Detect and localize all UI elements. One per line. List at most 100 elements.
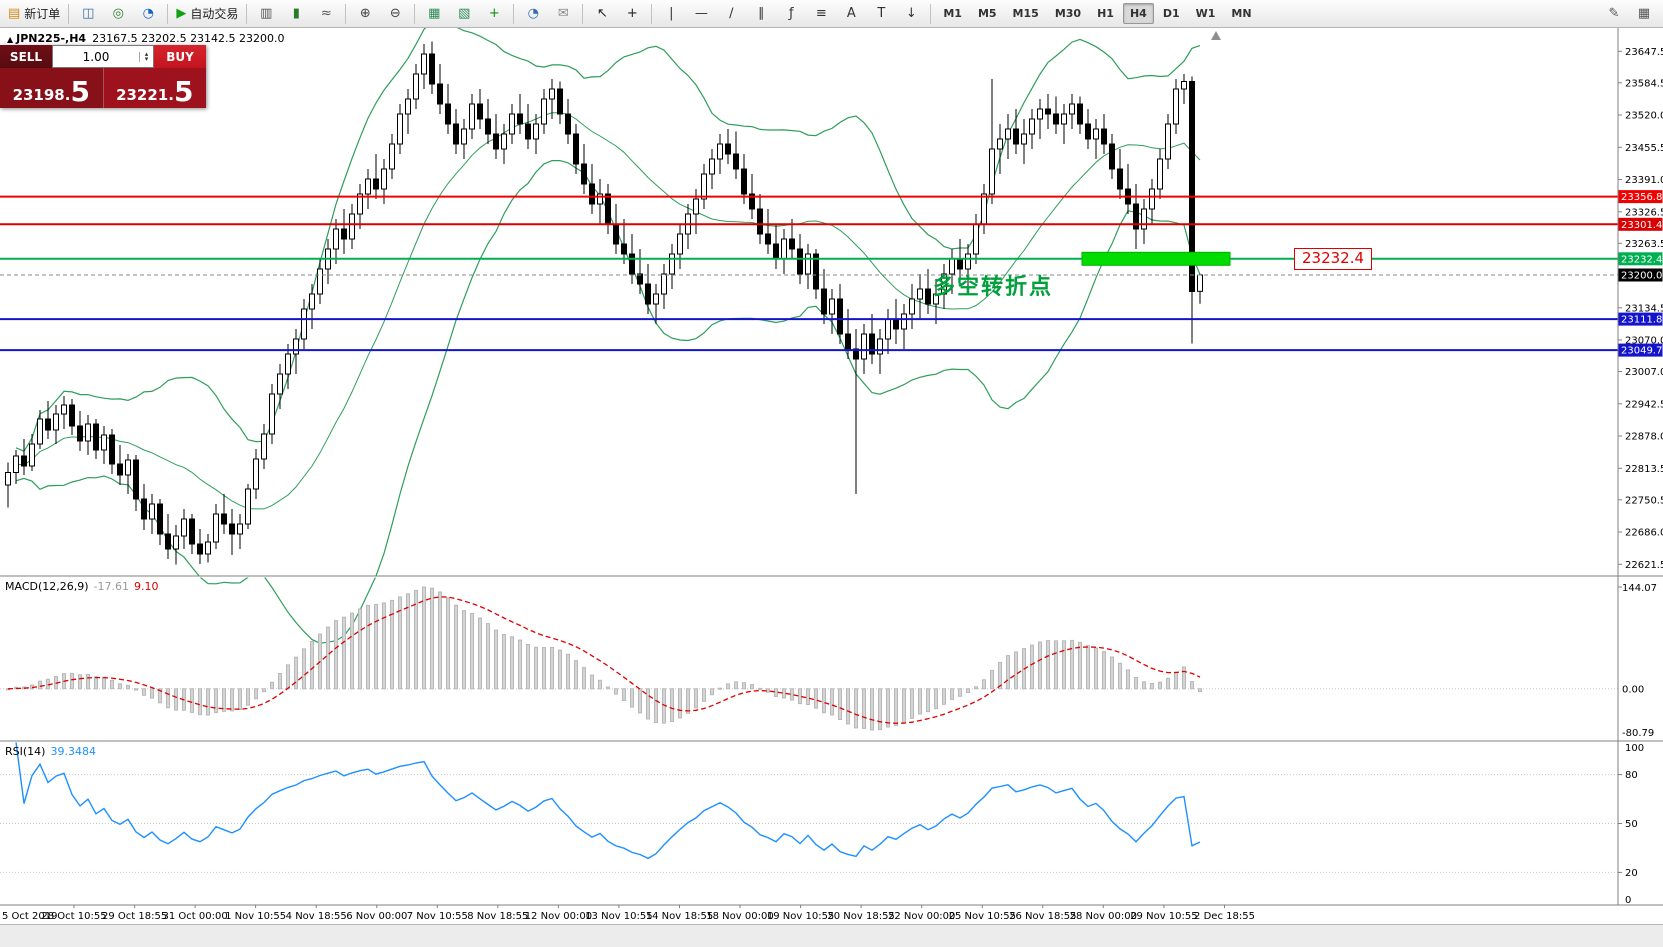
symbol-expand-icon[interactable]: ▲ bbox=[7, 35, 14, 44]
indicator-list-button[interactable]: ▧ bbox=[449, 2, 479, 26]
macd-histogram-bar bbox=[1150, 683, 1154, 690]
macd-histogram-bar bbox=[1006, 655, 1010, 690]
time-axis-label: 28 Oct 10:55 bbox=[41, 911, 106, 922]
candle-body bbox=[629, 253, 635, 275]
candle-body bbox=[709, 158, 715, 175]
candle-body bbox=[989, 148, 995, 195]
zoom-out-button[interactable]: ⊖ bbox=[380, 2, 410, 26]
zoom-in-button[interactable]: ⊕ bbox=[350, 2, 380, 26]
cursor-button[interactable]: ↖ bbox=[587, 2, 617, 26]
symbol-name: JPN225-,H4 bbox=[16, 32, 87, 45]
timeframe-MN-button[interactable]: MN bbox=[1231, 7, 1252, 20]
shapes-button[interactable]: ≡ bbox=[806, 2, 836, 26]
channel-button[interactable]: ∥ bbox=[746, 2, 776, 26]
chart-shift-marker-icon[interactable] bbox=[1211, 31, 1221, 40]
highlight-zone[interactable] bbox=[1081, 251, 1231, 266]
candle-body bbox=[293, 338, 299, 355]
macd-histogram-bar bbox=[286, 664, 290, 690]
price-tick-label: 23520.0 bbox=[1625, 111, 1663, 122]
buy-button[interactable]: BUY bbox=[154, 45, 206, 68]
candle-body bbox=[717, 143, 723, 160]
volume-spinner[interactable]: ▴ ▾ bbox=[139, 49, 153, 63]
timeframe-D1-button[interactable]: D1 bbox=[1162, 7, 1180, 20]
zoom-out-icon: ⊖ bbox=[389, 6, 401, 21]
arrows-button[interactable]: ↓ bbox=[896, 2, 926, 26]
candle-body bbox=[181, 518, 187, 537]
timeframe-M15-button[interactable]: M15 bbox=[1012, 7, 1039, 20]
timeframe-H1-button[interactable]: H1 bbox=[1097, 7, 1114, 20]
trendline-button[interactable]: ∕ bbox=[716, 2, 746, 26]
candle-body bbox=[669, 253, 675, 275]
toolbar-separator bbox=[582, 3, 584, 24]
new-order-icon: ▤ bbox=[8, 6, 21, 21]
macd-signal-value: 9.10 bbox=[134, 580, 159, 593]
vertical-line-button[interactable]: | bbox=[656, 2, 686, 26]
candle-body bbox=[285, 353, 291, 375]
spin-down-icon[interactable]: ▾ bbox=[144, 54, 149, 63]
bar-chart-button[interactable]: ▥ bbox=[251, 2, 281, 26]
text-button[interactable]: A bbox=[836, 2, 866, 26]
templates-button[interactable]: ✉ bbox=[548, 2, 578, 26]
candle-body bbox=[357, 193, 363, 215]
macd-histogram-bar bbox=[1174, 671, 1178, 690]
arrows-icon: ↓ bbox=[905, 6, 917, 21]
macd-histogram-bar bbox=[486, 623, 490, 690]
tile-windows-button[interactable]: ▦ bbox=[419, 2, 449, 26]
candlestick-chart-button[interactable]: ▮ bbox=[281, 2, 311, 26]
annotation-text[interactable]: 多空转折点 bbox=[933, 275, 1054, 300]
terminal-button[interactable]: ◔ bbox=[133, 2, 163, 26]
crosshair-button[interactable]: + bbox=[617, 2, 647, 26]
timeframe-W1-button[interactable]: W1 bbox=[1195, 7, 1216, 20]
candle-body bbox=[549, 88, 555, 100]
macd-histogram-bar bbox=[126, 684, 130, 690]
candle-body bbox=[469, 103, 475, 130]
timeframe-H4-button[interactable]: H4 bbox=[1122, 3, 1154, 24]
volume-input[interactable]: 1.00 ▴ ▾ bbox=[52, 45, 154, 68]
profiles-button[interactable]: ◎ bbox=[103, 2, 133, 26]
text-label-button[interactable]: T bbox=[866, 2, 896, 26]
rsi-indicator-label: RSI(14) 39.3484 bbox=[5, 745, 96, 758]
auto-trading-button[interactable]: ▶ 自动交易 bbox=[172, 2, 242, 26]
horizontal-line-button[interactable]: — bbox=[686, 2, 716, 26]
macd-histogram-bar bbox=[262, 688, 266, 693]
buy-price[interactable]: 23221. 5 bbox=[103, 68, 206, 108]
price-tick-label: 23391.0 bbox=[1625, 175, 1663, 186]
window-layout-button[interactable]: ▦ bbox=[1629, 2, 1659, 26]
add-indicator-button[interactable]: + bbox=[479, 2, 509, 26]
toolbar: ▤ 新订单 ◫ ◎ ◔ ▶ 自动交易 ▥ ▮ ≈ ⊕ ⊖ ▦ ▧ + ◔ ✉ ↖ + | — ∕ ∥ ƒ ≡ A T ↓ M1 M5 M15… bbox=[0, 0, 1663, 28]
sell-button[interactable]: SELL bbox=[0, 45, 52, 68]
spin-up-icon[interactable]: ▴ bbox=[144, 49, 149, 58]
periods-button[interactable]: ◔ bbox=[518, 2, 548, 26]
candle-body bbox=[173, 535, 179, 550]
macd-histogram-bar bbox=[398, 596, 402, 690]
line-chart-button[interactable]: ≈ bbox=[311, 2, 341, 26]
fibonacci-button[interactable]: ƒ bbox=[776, 2, 806, 26]
hline-axis-label-bg bbox=[1618, 217, 1663, 231]
hline-axis-label-bg bbox=[1618, 252, 1663, 266]
price-tag-label[interactable]: 23232.4 bbox=[1294, 248, 1373, 270]
sell-price[interactable]: 23198. 5 bbox=[0, 68, 104, 108]
candle-body bbox=[749, 193, 755, 210]
macd-histogram-bar bbox=[902, 688, 906, 723]
time-axis-label: 1 Nov 10:55 bbox=[225, 911, 286, 922]
draw-pencil-button[interactable]: ✎ bbox=[1599, 2, 1629, 26]
time-axis-label: 8 Nov 18:55 bbox=[467, 911, 528, 922]
volume-value[interactable]: 1.00 bbox=[82, 49, 110, 64]
macd-histogram-bar bbox=[670, 688, 674, 722]
macd-histogram-bar bbox=[190, 688, 194, 713]
chart-window-button[interactable]: ◫ bbox=[73, 2, 103, 26]
candle-body bbox=[149, 503, 155, 520]
timeframe-M5-button[interactable]: M5 bbox=[977, 7, 997, 20]
candle-body bbox=[573, 133, 579, 165]
price-tick-label: 22686.0 bbox=[1625, 528, 1663, 539]
timeframe-M1-button[interactable]: M1 bbox=[943, 7, 962, 20]
new-order-button[interactable]: ▤ 新订单 bbox=[4, 2, 64, 26]
macd-histogram-bar bbox=[678, 688, 682, 719]
candle-body bbox=[781, 238, 787, 260]
timeframe-M30-button[interactable]: M30 bbox=[1054, 7, 1082, 20]
candle-body bbox=[493, 133, 499, 150]
macd-histogram-bar bbox=[862, 688, 866, 729]
macd-histogram-bar bbox=[470, 613, 474, 690]
macd-histogram-bar bbox=[726, 683, 730, 690]
